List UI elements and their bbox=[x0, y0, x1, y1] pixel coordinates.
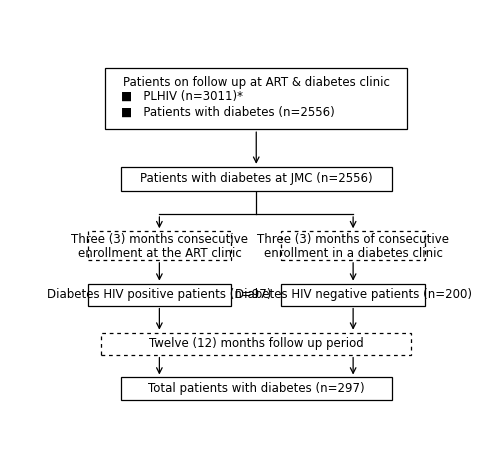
Text: enrollment in a diabetes clinic: enrollment in a diabetes clinic bbox=[264, 247, 442, 260]
FancyBboxPatch shape bbox=[120, 378, 392, 399]
FancyBboxPatch shape bbox=[101, 333, 411, 355]
FancyBboxPatch shape bbox=[282, 231, 425, 260]
Text: Diabetes HIV negative patients (n=200): Diabetes HIV negative patients (n=200) bbox=[234, 288, 472, 301]
Text: Three (3) months consecutive: Three (3) months consecutive bbox=[71, 233, 248, 246]
FancyBboxPatch shape bbox=[120, 167, 392, 191]
Text: enrollment at the ART clinic: enrollment at the ART clinic bbox=[78, 247, 241, 260]
Text: Twelve (12) months follow up period: Twelve (12) months follow up period bbox=[149, 337, 364, 350]
FancyBboxPatch shape bbox=[282, 283, 425, 306]
Text: Diabetes HIV positive patients (n=97): Diabetes HIV positive patients (n=97) bbox=[47, 288, 272, 301]
FancyBboxPatch shape bbox=[105, 68, 408, 129]
Text: ■   PLHIV (n=3011)*: ■ PLHIV (n=3011)* bbox=[120, 90, 242, 103]
Text: Total patients with diabetes (n=297): Total patients with diabetes (n=297) bbox=[148, 382, 364, 395]
FancyBboxPatch shape bbox=[88, 231, 231, 260]
FancyBboxPatch shape bbox=[88, 283, 231, 306]
Text: Patients with diabetes at JMC (n=2556): Patients with diabetes at JMC (n=2556) bbox=[140, 172, 372, 186]
Text: Three (3) months of consecutive: Three (3) months of consecutive bbox=[257, 233, 449, 246]
Text: Patients on follow up at ART & diabetes clinic: Patients on follow up at ART & diabetes … bbox=[123, 76, 390, 89]
Text: ■   Patients with diabetes (n=2556): ■ Patients with diabetes (n=2556) bbox=[120, 106, 334, 119]
